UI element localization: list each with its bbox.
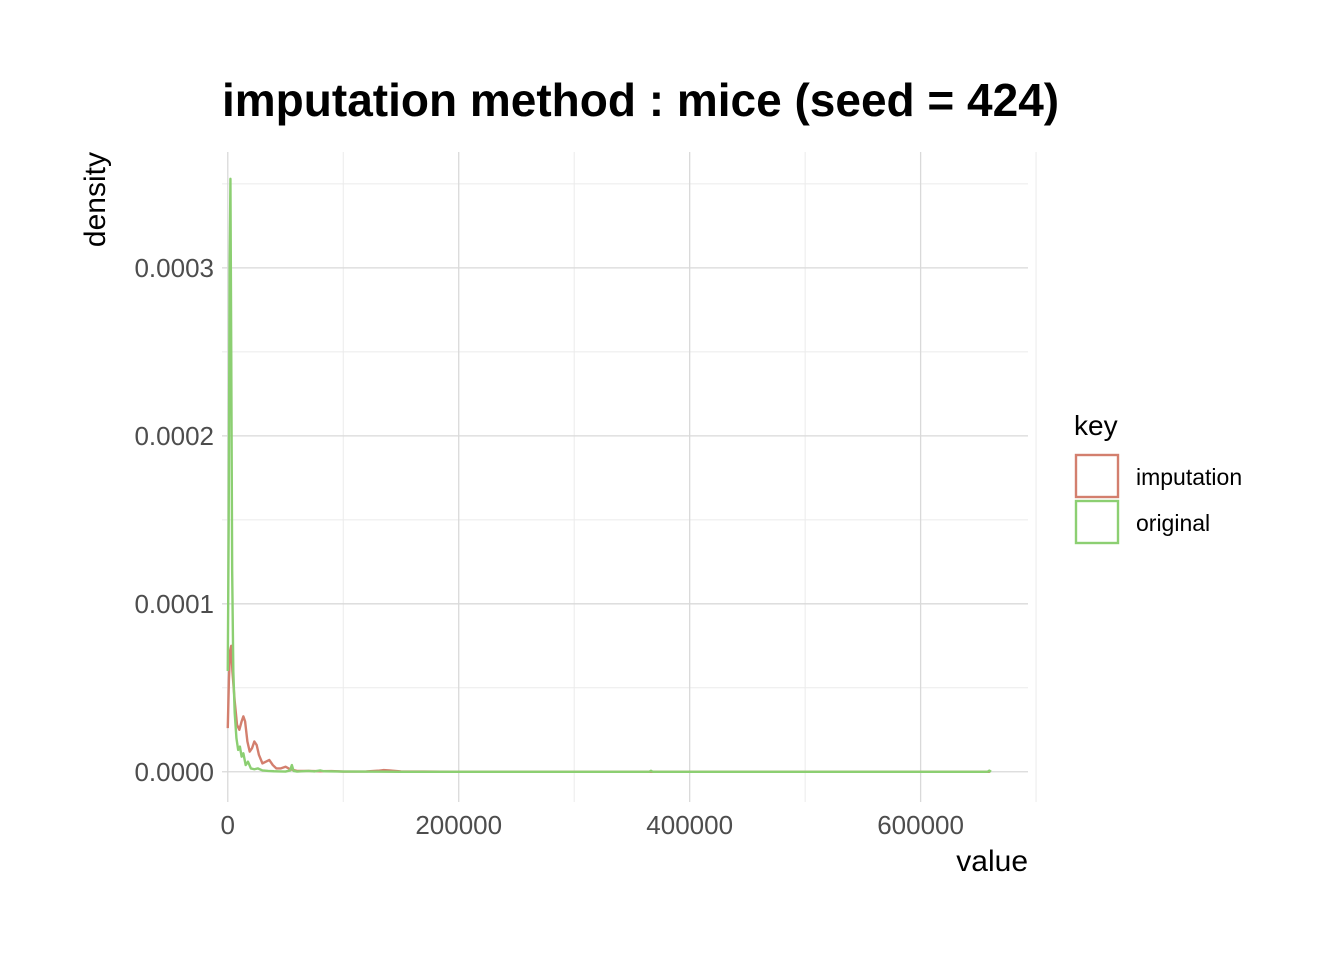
y-axis-title: density bbox=[79, 152, 112, 247]
series-line-imputation bbox=[226, 644, 990, 773]
legend-label-imputation: imputation bbox=[1136, 464, 1242, 490]
y-tick-label: 0.0003 bbox=[134, 253, 214, 283]
legend-items: imputation original bbox=[1074, 453, 1242, 545]
legend-key-original bbox=[1074, 499, 1120, 545]
x-axis-ticks: 0 200000 400000 600000 bbox=[221, 810, 964, 840]
y-tick-label: 0.0000 bbox=[134, 757, 214, 787]
legend-label-original: original bbox=[1136, 510, 1210, 536]
y-tick-label: 0.0002 bbox=[134, 421, 214, 451]
chart-title: imputation method : mice (seed = 424) bbox=[222, 74, 1059, 126]
series-line-original bbox=[226, 177, 992, 773]
x-tick-label: 400000 bbox=[646, 810, 733, 840]
legend-title: key bbox=[1074, 410, 1118, 441]
grid bbox=[222, 152, 1037, 802]
y-tick-label: 0.0001 bbox=[134, 589, 214, 619]
x-axis-title: value bbox=[956, 845, 1028, 878]
x-tick-label: 0 bbox=[221, 810, 235, 840]
x-tick-label: 200000 bbox=[415, 810, 502, 840]
series-lines bbox=[226, 177, 992, 773]
y-axis-ticks: 0.0000 0.0001 0.0002 0.0003 bbox=[134, 253, 214, 787]
legend: key imputation original bbox=[1074, 410, 1242, 545]
legend-key-imputation bbox=[1074, 453, 1120, 499]
x-tick-label: 600000 bbox=[877, 810, 964, 840]
